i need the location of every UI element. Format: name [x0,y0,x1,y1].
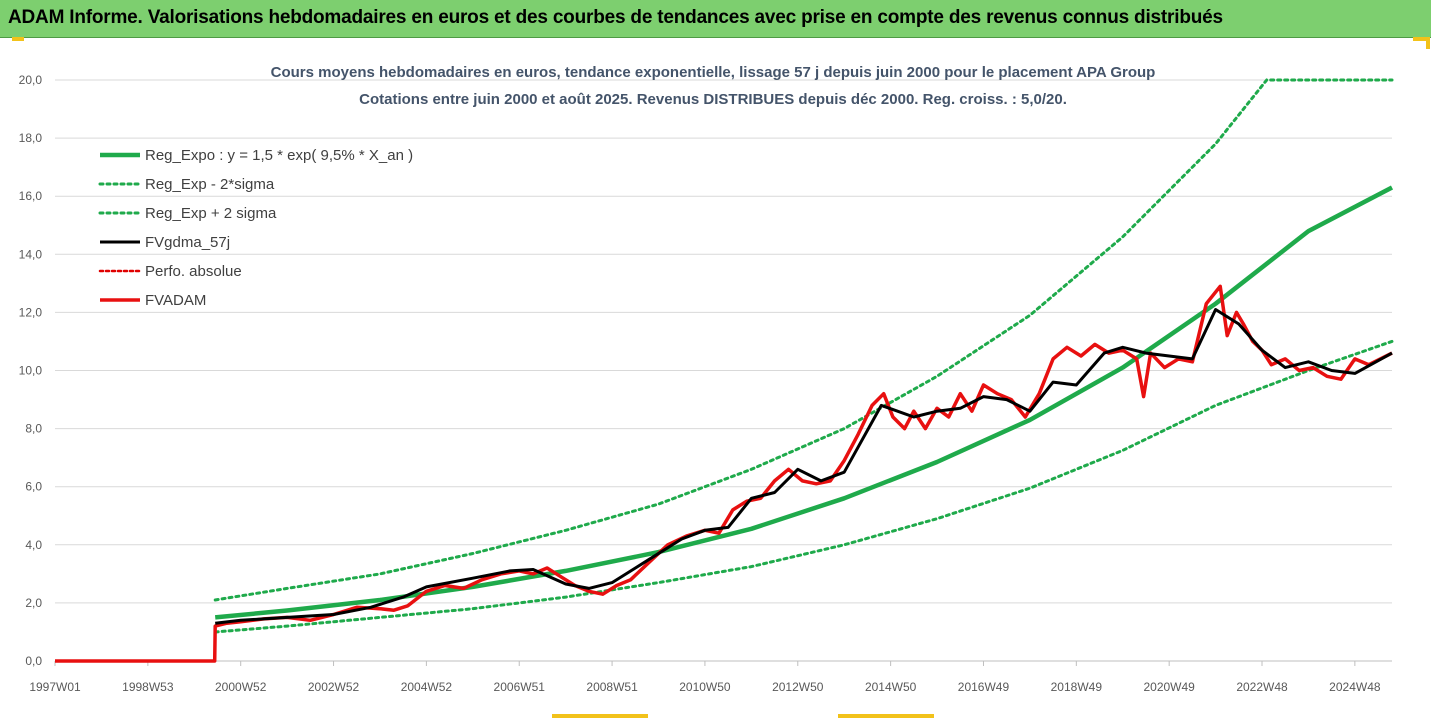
x-tick-label: 2024W48 [1329,680,1381,694]
x-tick-label: 2008W51 [586,680,638,694]
corner-marker-top-left [12,37,24,41]
chart-title: Cours moyens hebdomadaires en euros, ten… [271,64,1156,81]
x-tick-label: 2020W49 [1143,680,1195,694]
series-line-3 [215,308,1393,625]
x-tick-label: 2006W51 [494,680,546,694]
legend-label-4: Perfo. absolue [145,263,242,280]
y-tick-label: 16,0 [19,189,43,203]
corner-marker-bottom-1 [552,714,648,718]
y-tick-label: 20,0 [19,73,43,87]
y-axis-ticks: 0,0 2,0 4,0 6,0 8,0 10,0 12,0 14,0 16,0 18,0 20,0 [19,73,43,668]
y-tick-label: 4,0 [25,538,42,552]
corner-marker-top-right [1413,37,1427,41]
legend-label-3: FVgdma_57j [145,234,230,251]
x-tick-label: 2002W52 [308,680,360,694]
y-tick-label: 12,0 [19,305,43,319]
y-tick-label: 8,0 [25,422,42,436]
x-tick-label: 2012W50 [772,680,824,694]
legend-label-0: Reg_Expo : y = 1,5 * exp( 9,5% * X_an ) [145,147,413,164]
corner-marker-top-right-v [1426,37,1430,49]
corner-marker-bottom-2 [838,714,934,718]
legend: Reg_Expo : y = 1,5 * exp( 9,5% * X_an ) R… [98,147,413,309]
x-tick-label: 2014W50 [865,680,917,694]
y-tick-label: 0,0 [25,654,42,668]
series-line-0 [214,185,1394,620]
legend-label-1: Reg_Exp - 2*sigma [145,176,275,193]
x-tick-label: 2022W48 [1236,680,1288,694]
x-tick-label: 2016W49 [958,680,1010,694]
x-tick-label: 2000W52 [215,680,267,694]
x-tick-label: 2018W49 [1051,680,1103,694]
series-line-2 [213,78,1394,602]
x-tick-label: 1998W53 [122,680,174,694]
x-tick-label: 2004W52 [401,680,453,694]
gridlines [55,79,1392,662]
legend-label-5: FVADAM [145,292,206,309]
y-tick-label: 10,0 [19,364,43,378]
series-line-1 [213,339,1394,634]
y-tick-label: 14,0 [19,247,43,261]
report-banner: ADAM Informe. Valorisations hebdomadaire… [0,0,1431,38]
legend-label-2: Reg_Exp + 2 sigma [145,205,277,222]
y-tick-label: 6,0 [25,480,42,494]
chart-subtitle: Cotations entre juin 2000 et août 2025. … [359,91,1067,108]
series-line-5 [55,284,1393,663]
x-tick-label: 2010W50 [679,680,731,694]
x-tick-label: 1997W01 [29,680,81,694]
y-tick-label: 18,0 [19,131,43,145]
y-tick-label: 2,0 [25,596,42,610]
report-title: ADAM Informe. Valorisations hebdomadaire… [8,7,1223,28]
series-lines [55,78,1394,663]
x-axis-ticks: 1997W01 1998W53 2000W52 2002W52 2004W52 2006W… [29,661,1381,694]
